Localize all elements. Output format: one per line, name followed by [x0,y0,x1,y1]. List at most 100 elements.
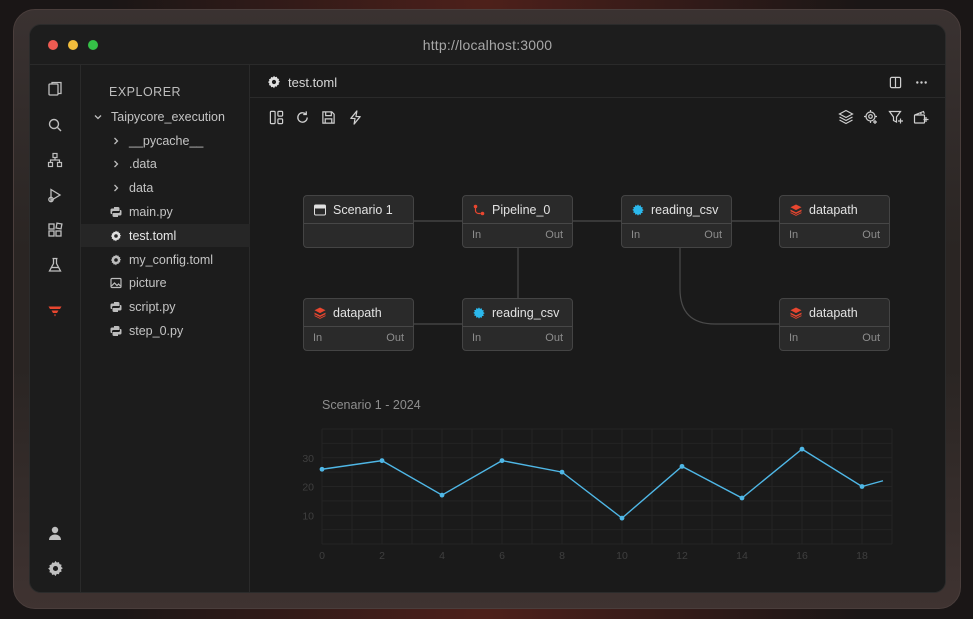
task-node[interactable]: reading_csv In Out [621,195,732,248]
datanode-node[interactable]: datapath In Out [779,298,890,351]
node-label: Scenario 1 [333,202,393,217]
tree-item-label: test.toml [129,228,177,243]
port-out[interactable]: Out [386,332,404,344]
port-in[interactable]: In [789,229,799,241]
tree-item-label: .data [129,156,157,171]
tree-item-label: main.py [129,204,173,219]
address-bar[interactable]: http://localhost:3000 [422,37,553,53]
minimize-window-button[interactable] [68,40,78,50]
layout-icon[interactable] [267,108,285,126]
tree-item-script-py[interactable]: script.py [81,295,250,318]
pipeline-node[interactable]: Pipeline_0 In Out [462,195,573,248]
extensions-icon[interactable] [45,220,65,240]
tree-item-label: step_0.py [129,323,184,338]
more-actions-icon[interactable] [912,73,930,91]
data-point [499,458,505,464]
save-icon[interactable] [319,108,337,126]
data-point [739,495,745,501]
port-in[interactable]: In [472,332,482,344]
port-out[interactable]: Out [862,229,880,241]
run-debug-icon[interactable] [45,185,65,205]
tree-item-dot-data[interactable]: .data [81,152,250,175]
close-window-button[interactable] [48,40,58,50]
node-label: datapath [809,202,858,217]
x-tick-label: 0 [319,550,325,562]
tree-item-label: data [129,180,154,195]
flask-icon[interactable] [45,255,65,275]
data-point [859,484,865,489]
files-icon[interactable] [45,79,65,99]
python-file-icon [109,300,123,314]
clapperboard-plus-icon[interactable] [912,108,930,126]
browser-titlebar: http://localhost:3000 [30,25,945,65]
x-tick-label: 12 [676,550,688,562]
gear-icon [265,73,283,91]
window-icon [313,203,326,216]
datanode-node[interactable]: datapath In Out [779,195,890,248]
port-in[interactable]: In [631,229,641,241]
search-icon[interactable] [45,115,65,135]
scenario-node[interactable]: Scenario 1 [303,195,414,248]
tree-item-pycache[interactable]: __pycache__ [81,129,250,152]
settings-icon[interactable] [45,558,65,578]
x-tick-label: 10 [616,550,628,562]
port-in[interactable]: In [789,332,799,344]
data-point [319,466,325,472]
series-line [321,448,884,520]
split-editor-icon[interactable] [886,73,904,91]
tree-item-label: my_config.toml [129,252,214,267]
tree-item-test-toml[interactable]: test.toml [81,224,250,247]
tree-item-step-0-py[interactable]: step_0.py [81,319,250,342]
pipeline-icon [472,203,485,216]
tree-item-label: script.py [129,299,176,314]
cog-plus-icon[interactable] [862,108,880,126]
x-tick-label: 2 [379,550,385,562]
port-out[interactable]: Out [545,332,563,344]
tree-item-main-py[interactable]: main.py [81,200,250,223]
maximize-window-button[interactable] [88,40,98,50]
task-gear-icon [631,203,644,216]
data-point [379,458,385,464]
y-tick-label: 30 [302,453,314,465]
node-label: datapath [809,305,858,320]
chart-title: Scenario 1 - 2024 [322,398,421,412]
chevron-down-icon [91,110,105,124]
chevron-right-icon [109,134,123,148]
gear-icon [109,253,123,267]
port-out[interactable]: Out [862,332,880,344]
y-tick-label: 20 [302,482,314,494]
tree-root-label: Taipycore_execution [111,109,225,124]
filter-plus-icon[interactable] [887,108,905,126]
datanode-layers-icon [789,203,802,216]
tree-item-data[interactable]: data [81,176,250,199]
port-in[interactable]: In [313,332,323,344]
node-label: reading_csv [651,202,719,217]
gear-icon [109,229,123,243]
lightning-icon[interactable] [346,108,364,126]
data-point [799,446,805,452]
node-label: Pipeline_0 [492,202,551,217]
data-point [559,469,565,475]
task-node[interactable]: reading_csv In Out [462,298,573,351]
layers-icon[interactable] [837,108,855,126]
tab-bar: test.toml [250,65,945,98]
tree-item-picture[interactable]: picture [81,271,250,294]
chevron-right-icon [109,157,123,171]
tree-icon[interactable] [45,150,65,170]
port-out[interactable]: Out [545,229,563,241]
x-tick-label: 4 [439,550,445,562]
datanode-node[interactable]: datapath In Out [303,298,414,351]
python-file-icon [109,205,123,219]
tree-root-folder[interactable]: Taipycore_execution [81,105,250,128]
explorer-panel: EXPLORER Taipycore_execution __pycache__… [81,65,250,592]
account-icon[interactable] [45,523,65,543]
port-in[interactable]: In [472,229,482,241]
line-chart: 0 2 4 6 8 10 12 14 16 18 10 20 30 [302,428,893,562]
port-out[interactable]: Out [704,229,722,241]
python-file-icon [109,324,123,338]
tab-test-toml[interactable]: test.toml [288,75,338,90]
tree-item-my-config-toml[interactable]: my_config.toml [81,248,250,271]
x-tick-label: 16 [796,550,808,562]
taipy-icon[interactable] [45,301,65,321]
refresh-icon[interactable] [293,108,311,126]
